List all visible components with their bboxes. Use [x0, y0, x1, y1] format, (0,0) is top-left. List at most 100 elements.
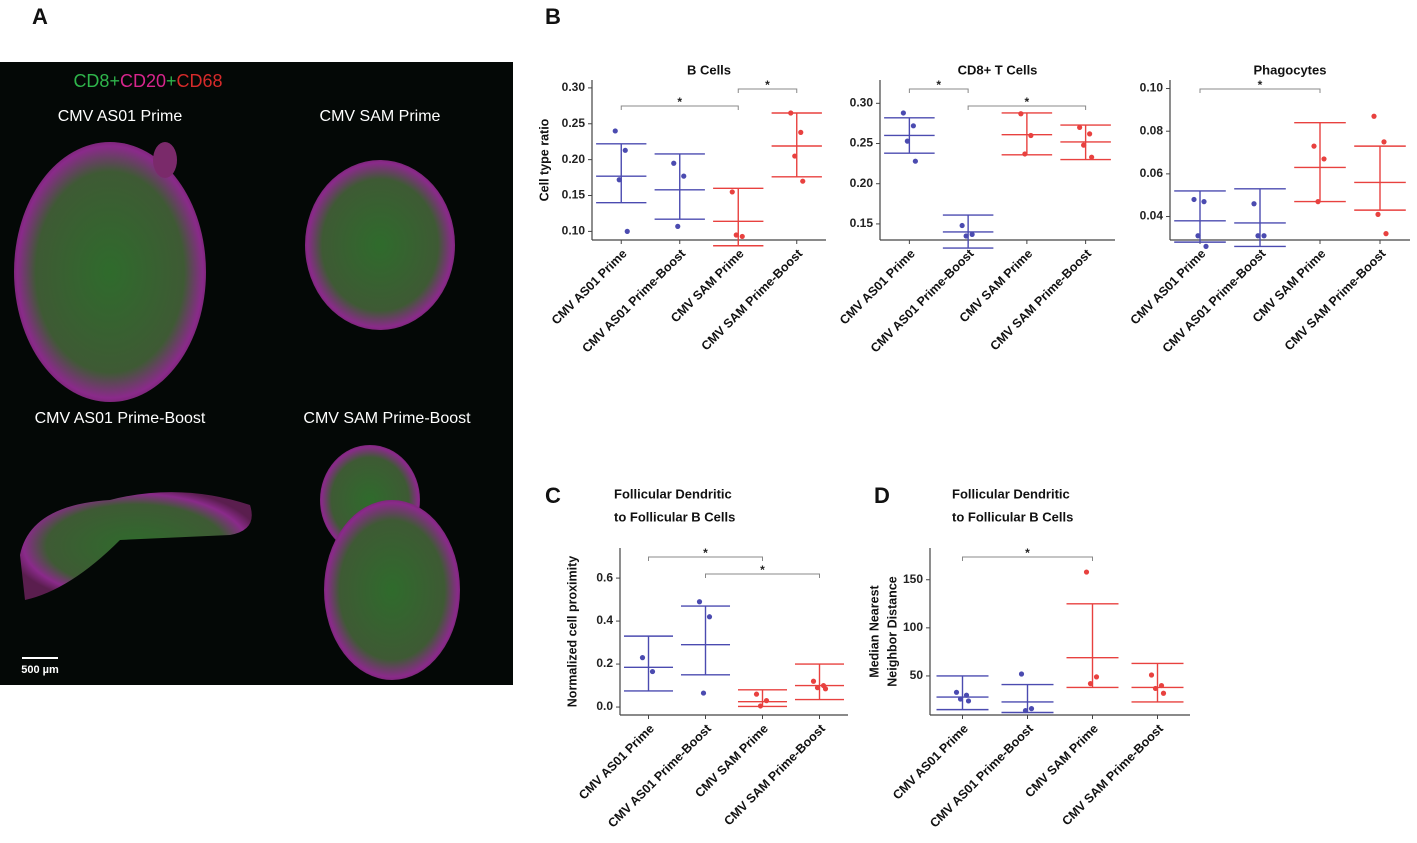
x-tick-label: CMV SAM Prime-Boost: [1282, 246, 1389, 353]
data-point: [1261, 233, 1267, 239]
y-axis-label: Normalized cell proximity: [565, 556, 579, 707]
data-point: [1022, 707, 1029, 714]
y-tick-label: 0.2: [596, 656, 613, 670]
y-tick-label: 0.25: [850, 136, 874, 150]
x-tick-label: CMV AS01 Prime-Boost: [605, 721, 714, 830]
data-point: [753, 691, 760, 697]
data-point: [912, 158, 918, 164]
x-tick-label: CMV AS01 Prime-Boost: [927, 721, 1036, 830]
y-axis-label: Cell type ratio: [537, 118, 551, 201]
data-point: [739, 233, 745, 240]
legend-part: CD20: [120, 71, 166, 91]
x-tick-label: CMV AS01 Prime-Boost: [1160, 246, 1269, 355]
data-point: [1152, 685, 1159, 692]
chart-title: B Cells: [687, 62, 731, 77]
data-point: [1028, 132, 1034, 139]
y-tick-label: 0.30: [562, 80, 586, 94]
data-point: [1089, 154, 1095, 160]
y-tick-label: 150: [903, 572, 923, 586]
data-point: [1148, 672, 1155, 678]
chart-title: to Follicular B Cells: [614, 509, 735, 524]
image-label: CMV SAM Prime: [320, 108, 441, 125]
data-point: [969, 231, 975, 237]
stain-legend: CD8+CD20+CD68: [73, 71, 222, 91]
y-axis-label: Neighbor Distance: [885, 576, 899, 686]
legend-part: +: [166, 71, 177, 91]
chart-title: Phagocytes: [1254, 62, 1327, 77]
x-tick-label: CMV AS01 Prime-Boost: [868, 246, 977, 355]
y-tick-label: 0.4: [596, 613, 613, 627]
significance-label: *: [1025, 546, 1030, 560]
legend-part: CD8+: [73, 71, 120, 91]
y-tick-label: 0.6: [596, 570, 613, 584]
data-point: [792, 153, 798, 159]
y-tick-label: 0.25: [562, 116, 586, 130]
significance-label: *: [765, 78, 770, 92]
data-point: [788, 110, 794, 116]
data-point: [622, 147, 628, 153]
y-tick-label: 0.10: [1140, 81, 1164, 95]
significance-bracket: [962, 556, 1093, 561]
data-point: [616, 177, 622, 183]
significance-label: *: [936, 78, 941, 92]
x-tick-label: CMV AS01 Prime-Boost: [579, 246, 688, 355]
data-point: [1022, 151, 1028, 157]
x-tick-label: CMV SAM Prime-Boost: [699, 246, 806, 353]
y-tick-label: 0.0: [596, 699, 613, 713]
data-point: [1093, 674, 1100, 680]
data-point: [624, 228, 630, 234]
y-axis-label: Median Nearest: [867, 584, 881, 677]
data-point: [957, 696, 964, 702]
data-point: [1201, 199, 1207, 205]
significance-bracket: [737, 88, 798, 93]
data-point: [1018, 671, 1025, 677]
data-point: [1375, 211, 1381, 217]
data-point: [671, 160, 677, 166]
panel-letter: B: [545, 4, 561, 29]
scale-bar-label: 500 µm: [21, 664, 59, 676]
data-point: [1087, 131, 1093, 137]
data-point: [1311, 143, 1317, 149]
significance-label: *: [1258, 78, 1263, 92]
panel-letter: D: [874, 483, 890, 508]
data-point: [953, 689, 960, 695]
data-point: [1251, 201, 1257, 207]
y-tick-label: 0.10: [562, 224, 586, 238]
data-point: [639, 655, 646, 661]
data-point: [959, 222, 965, 229]
y-tick-label: 0.30: [850, 95, 874, 109]
data-point: [675, 223, 681, 229]
significance-label: *: [760, 563, 765, 577]
significance-bracket: [620, 105, 739, 110]
data-point: [1081, 142, 1087, 148]
data-point: [1383, 231, 1389, 237]
data-point: [612, 128, 618, 134]
y-tick-label: 50: [910, 668, 924, 682]
data-point: [1077, 124, 1083, 131]
data-point: [1315, 199, 1321, 205]
y-tick-label: 0.15: [850, 216, 874, 230]
data-point: [963, 233, 969, 239]
data-point: [904, 138, 910, 144]
chart-title: to Follicular B Cells: [952, 509, 1073, 524]
x-tick-label: CMV SAM Prime-Boost: [987, 246, 1094, 353]
data-point: [696, 599, 703, 605]
panel-letter: A: [32, 4, 48, 29]
y-tick-label: 100: [903, 620, 923, 634]
data-point: [963, 692, 970, 698]
data-point: [1203, 243, 1209, 249]
data-point: [800, 178, 806, 184]
data-point: [1087, 681, 1094, 687]
significance-label: *: [677, 95, 682, 109]
significance-bracket: [648, 556, 763, 561]
data-point: [757, 703, 764, 709]
data-point: [763, 697, 770, 704]
image-label: CMV AS01 Prime: [58, 108, 183, 125]
data-point: [810, 678, 817, 684]
data-point: [1321, 156, 1327, 162]
image-label: CMV AS01 Prime-Boost: [35, 410, 206, 427]
y-tick-label: 0.20: [850, 176, 874, 190]
data-point: [1371, 113, 1377, 119]
